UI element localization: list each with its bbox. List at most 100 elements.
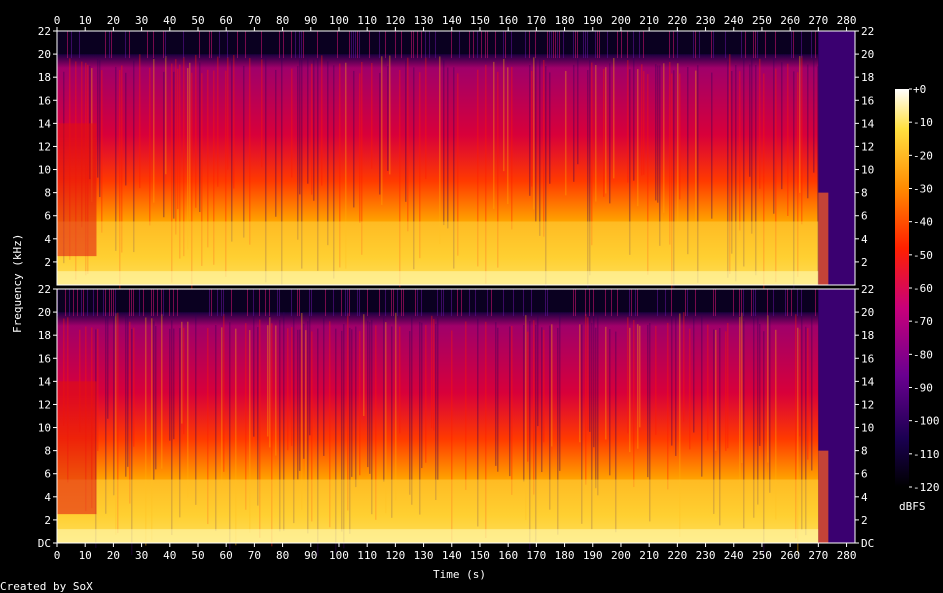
hf-streak xyxy=(105,31,106,59)
hf-streak xyxy=(223,289,224,317)
hf-streak xyxy=(713,31,714,59)
spectral-streak xyxy=(107,312,109,419)
x-tick-label-bottom: 150 xyxy=(470,549,490,562)
y-tick-label-left: 8 xyxy=(44,445,51,458)
hf-streak xyxy=(593,289,594,317)
hf-streak xyxy=(169,289,170,317)
spectral-streak xyxy=(605,67,607,194)
spectral-streak xyxy=(411,317,413,505)
hf-streak xyxy=(87,289,88,317)
spectral-streak xyxy=(179,328,181,518)
hf-streak xyxy=(469,289,470,317)
x-tick-label-bottom: 120 xyxy=(385,549,405,562)
hf-streak xyxy=(69,289,70,317)
spectral-streak xyxy=(99,59,101,198)
spectral-streak xyxy=(573,64,575,182)
spectral-streak xyxy=(129,321,131,504)
hf-streak xyxy=(147,31,148,59)
spectral-streak xyxy=(341,330,343,532)
hf-streak xyxy=(669,31,670,59)
hf-streak xyxy=(111,31,112,59)
spectral-streak xyxy=(385,322,387,514)
y-tick-label-right: 10 xyxy=(861,164,874,177)
x-tick-label-top: 230 xyxy=(696,14,716,27)
hf-streak xyxy=(639,31,640,59)
hf-streak xyxy=(349,289,350,317)
hf-streak xyxy=(491,289,492,317)
spectral-streak xyxy=(545,66,547,287)
spectral-streak xyxy=(593,314,595,448)
hf-streak xyxy=(165,31,166,59)
hf-streak xyxy=(547,289,548,317)
spectral-streak xyxy=(757,317,759,505)
spectral-streak xyxy=(311,331,313,522)
spectral-streak xyxy=(163,71,165,218)
hf-streak xyxy=(791,289,792,317)
spectral-streak xyxy=(221,327,223,491)
hf-streak xyxy=(113,289,114,317)
spectral-streak xyxy=(529,321,531,550)
hf-streak xyxy=(529,31,530,59)
spectral-streak xyxy=(667,322,669,490)
spectral-streak xyxy=(177,68,179,210)
hf-streak xyxy=(739,289,740,317)
spectral-streak xyxy=(773,56,775,214)
spectral-streak xyxy=(371,62,373,169)
spectral-streak xyxy=(725,331,727,451)
hf-streak xyxy=(429,31,430,59)
spectral-streak xyxy=(227,57,229,170)
hf-streak xyxy=(477,31,478,59)
hf-streak xyxy=(597,31,598,59)
x-tick-label-bottom: 190 xyxy=(583,549,603,562)
y-tick-label-right: 12 xyxy=(861,140,874,153)
hf-streak xyxy=(153,31,154,59)
y-tick-label-right: 2 xyxy=(861,256,868,269)
hf-streak xyxy=(93,289,94,317)
y-tick-label-left: 12 xyxy=(38,398,51,411)
hf-streak xyxy=(385,31,386,59)
spectral-streak xyxy=(281,57,283,285)
hf-streak xyxy=(219,31,220,59)
spectral-streak xyxy=(421,322,423,469)
hf-streak xyxy=(787,289,788,317)
spectral-streak xyxy=(145,317,147,546)
spectral-streak xyxy=(191,72,193,293)
spectral-streak xyxy=(125,315,127,477)
hf-streak xyxy=(143,289,144,317)
spectral-streak xyxy=(105,312,107,514)
hf-streak xyxy=(755,289,756,317)
hf-streak xyxy=(473,31,474,59)
x-tick-label-bottom: 270 xyxy=(808,549,828,562)
spectral-streak xyxy=(511,325,513,495)
spectral-streak xyxy=(669,61,671,245)
hf-streak xyxy=(295,31,296,59)
hf-streak xyxy=(97,289,98,317)
hf-streak xyxy=(487,31,488,59)
spectral-streak xyxy=(293,314,295,524)
hf-streak xyxy=(741,289,742,317)
spectral-streak xyxy=(775,68,777,283)
panel-frame xyxy=(56,30,856,286)
spectral-streak xyxy=(609,63,611,204)
spectral-streak xyxy=(161,314,163,469)
hf-streak xyxy=(217,289,218,317)
x-tick-label-top: 210 xyxy=(639,14,659,27)
hf-streak xyxy=(635,289,636,317)
spectral-streak xyxy=(739,71,741,231)
spectral-streak xyxy=(497,71,499,268)
hf-streak xyxy=(587,31,588,59)
spectral-streak xyxy=(409,331,411,495)
panel-frame xyxy=(56,288,856,544)
spectral-streak xyxy=(753,315,755,518)
spectral-streak xyxy=(655,64,657,201)
hf-streak xyxy=(351,31,352,59)
hf-streak xyxy=(71,31,72,59)
hf-streak xyxy=(753,289,754,317)
hf-streak xyxy=(487,289,488,317)
hf-streak xyxy=(505,31,506,59)
hf-streak xyxy=(359,31,360,59)
colorbar-tick-label: -60 xyxy=(913,282,933,295)
hf-streak xyxy=(317,31,318,59)
y-tick-label-right: 12 xyxy=(861,398,874,411)
hf-streak xyxy=(711,31,712,59)
